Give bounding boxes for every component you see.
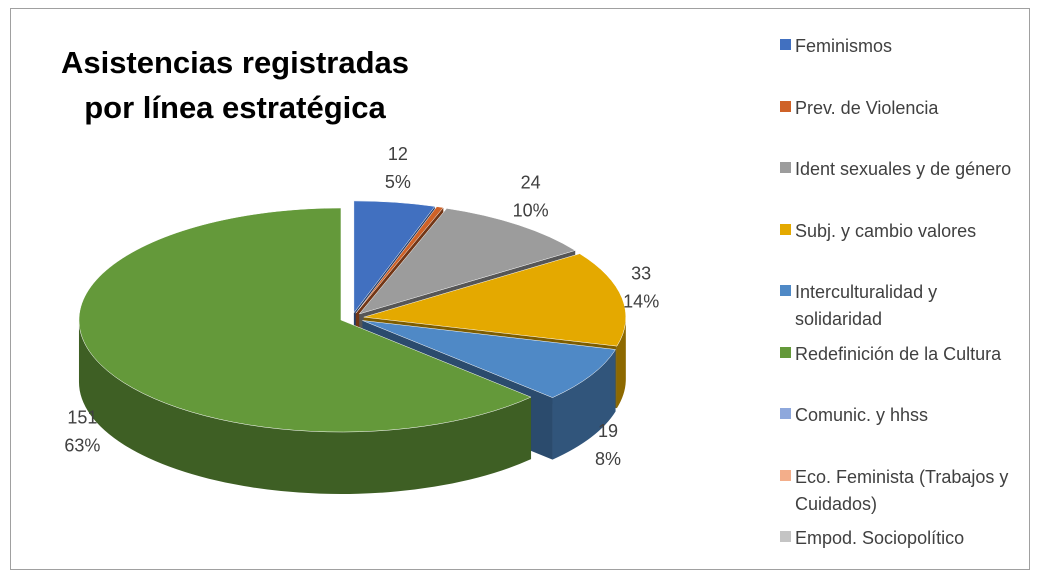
- slice: [353, 200, 436, 314]
- legend-item: Prev. de Violencia: [780, 95, 1025, 157]
- legend-label: Feminismos: [795, 36, 893, 56]
- data-label-value: 19: [598, 421, 618, 441]
- legend-key: [780, 39, 791, 50]
- data-label-percent: 14%: [623, 291, 659, 311]
- legend-key: [780, 531, 791, 542]
- slice-side: [552, 349, 616, 460]
- slice: [78, 207, 532, 433]
- legend-label: Redefinición de la Cultura: [795, 343, 1002, 364]
- legend-item: Ident sexuales y de género: [780, 156, 1025, 218]
- legend-label: Eco. Feminista (Trabajos y Cuidados): [795, 466, 1009, 514]
- data-label-value: 33: [631, 263, 651, 283]
- legend-item: Eco. Feminista (Trabajos y Cuidados): [780, 464, 1025, 526]
- legend-label: Comunic. y hhss: [795, 405, 929, 425]
- slice-side: [616, 317, 626, 409]
- legend-item: Comunic. y hhss: [780, 402, 1025, 464]
- legend-item: Feminismos: [780, 33, 1025, 95]
- slice: [358, 208, 576, 315]
- data-label-value: 24: [521, 172, 541, 192]
- legend-key: [780, 285, 791, 296]
- slice-tops: [78, 200, 627, 433]
- legend-key: [780, 469, 791, 481]
- slice: [362, 320, 616, 398]
- legend-item: Interculturalidad y solidaridad: [780, 279, 1025, 341]
- chart-border: [10, 8, 1030, 570]
- legend-item: Redefinición de la Cultura: [780, 341, 1025, 403]
- legend-key: [780, 162, 791, 173]
- legend-label: Interculturalidad y solidaridad: [795, 282, 938, 329]
- legend-label: Empod. Sociopolítico: [795, 528, 965, 548]
- legend-label: Prev. de Violencia: [795, 97, 939, 118]
- data-label-percent: 5%: [385, 172, 411, 192]
- legend-item: Subj. y cambio valores: [780, 218, 1025, 280]
- chart-title: Asistencias registradas por línea estrat…: [60, 45, 410, 125]
- legend-key: [780, 223, 791, 235]
- legend-label: Ident sexuales y de género: [795, 159, 1012, 179]
- data-label-value: 12: [388, 144, 408, 164]
- data-label-value: 151: [67, 407, 97, 427]
- slice: [363, 253, 627, 347]
- data-label-percent: 10%: [513, 200, 549, 220]
- legend: Feminismos Prev. de Violencia Ident sexual…: [780, 33, 1025, 577]
- legend-key: [780, 408, 791, 419]
- legend-label: Subj. y cambio valores: [795, 220, 977, 241]
- slice-side: [78, 320, 532, 495]
- data-label-percent: 63%: [64, 435, 100, 455]
- legend-item: Empod. Sociopolítico: [780, 525, 1025, 577]
- data-label-percent: 8%: [595, 449, 621, 469]
- legend-key: [780, 346, 791, 358]
- legend-key: [780, 100, 791, 112]
- slice: [355, 206, 444, 314]
